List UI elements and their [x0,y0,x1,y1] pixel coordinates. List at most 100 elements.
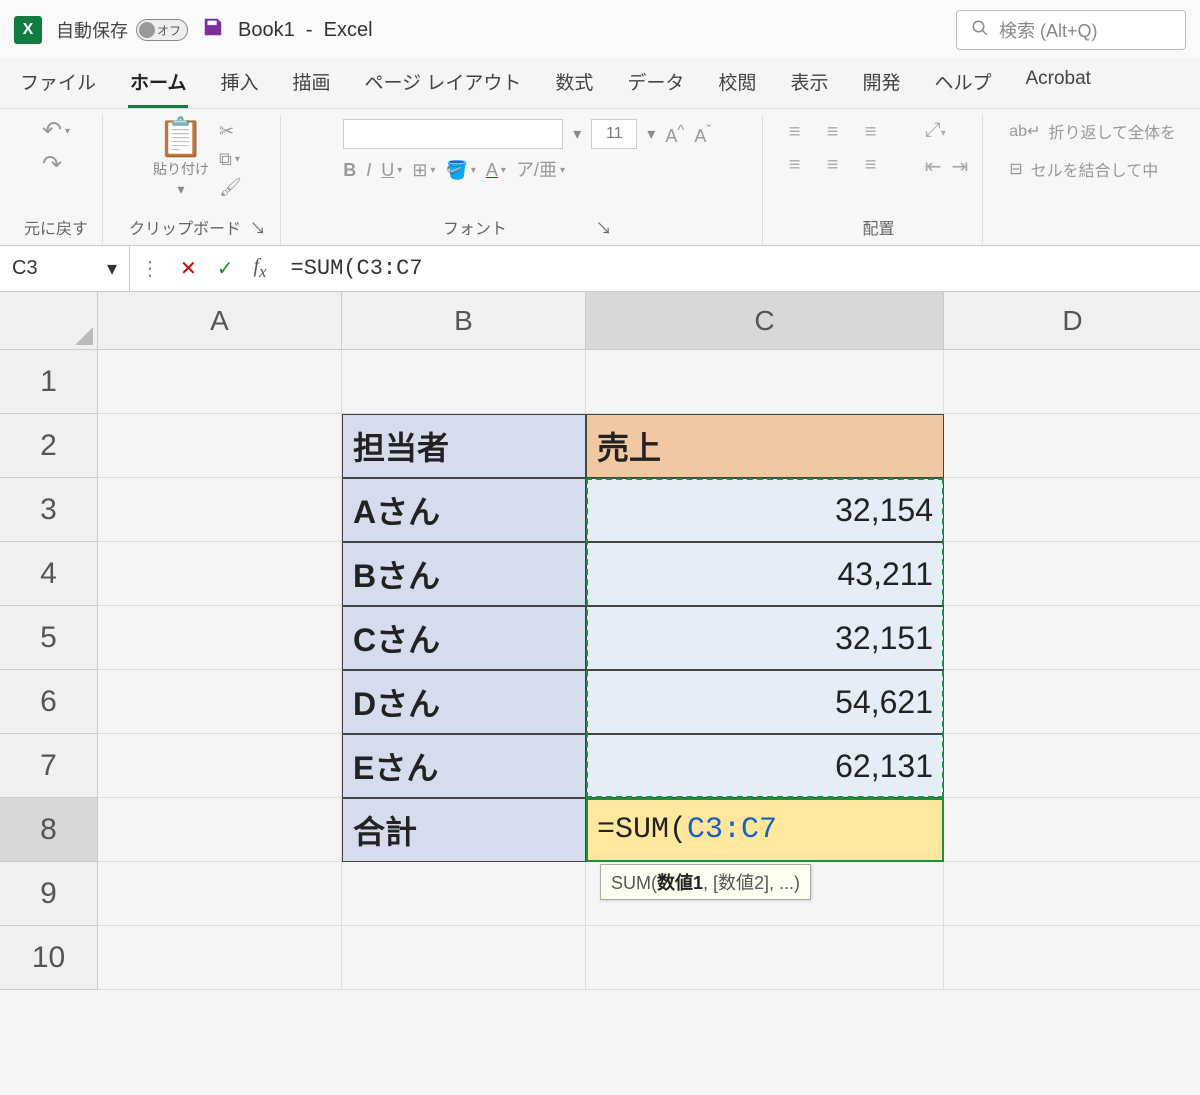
cell[interactable] [586,350,944,414]
italic-button[interactable]: I [366,161,371,179]
tab-insert[interactable]: 挿入 [218,64,260,108]
row-header-7[interactable]: 7 [0,734,98,798]
align-center-button[interactable]: ≡ [827,154,855,177]
cell[interactable] [944,542,1200,606]
column-header-D[interactable]: D [944,292,1200,350]
name-box[interactable]: C3 ▾ [0,246,130,291]
cell[interactable] [98,670,342,734]
undo-button[interactable]: ↶▾ [42,119,70,143]
cell[interactable]: Cさん [342,606,586,670]
cell[interactable] [944,670,1200,734]
tab-file[interactable]: ファイル [18,64,98,108]
row-header-9[interactable]: 9 [0,862,98,926]
autosave-toggle[interactable]: 自動保存 オフ [56,17,188,43]
wrap-text-button[interactable]: ab↵ 折り返して全体を [1009,119,1176,143]
cell[interactable]: Aさん [342,478,586,542]
row-header-1[interactable]: 1 [0,350,98,414]
cell[interactable] [944,798,1200,862]
align-bottom-button[interactable]: ≡ [865,121,893,144]
tab-data[interactable]: データ [625,64,686,108]
insert-function-button[interactable]: fx [244,255,277,282]
cell[interactable]: 担当者 [342,414,586,478]
cell[interactable] [944,862,1200,926]
tab-home[interactable]: ホーム [128,64,188,108]
column-header-B[interactable]: B [342,292,586,350]
cell[interactable] [98,798,342,862]
enter-button[interactable]: ✓ [207,256,244,281]
decrease-font-button[interactable]: Aˇ [694,123,711,145]
chevron-down-icon[interactable]: ▾ [647,124,655,144]
cell[interactable] [944,606,1200,670]
tab-formulas[interactable]: 数式 [553,64,595,108]
font-name-select[interactable] [343,119,563,149]
cell[interactable]: 62,131 [586,734,944,798]
cut-button[interactable]: ✂ [219,122,242,140]
tab-developer[interactable]: 開発 [860,64,902,108]
tab-acrobat[interactable]: Acrobat [1023,64,1092,108]
cell[interactable] [342,350,586,414]
tab-view[interactable]: 表示 [788,64,830,108]
cell[interactable] [98,926,342,990]
cell[interactable]: 54,621 [586,670,944,734]
cell[interactable]: 32,154 [586,478,944,542]
merge-cells-button[interactable]: ⊟ セルを結合して中 [1009,157,1158,181]
row-header-3[interactable]: 3 [0,478,98,542]
fill-color-button[interactable]: 🪣▾ [445,161,475,179]
align-middle-button[interactable]: ≡ [827,121,855,144]
cell[interactable] [98,734,342,798]
tab-review[interactable]: 校閲 [716,64,758,108]
column-header-C[interactable]: C [586,292,944,350]
cell[interactable] [944,734,1200,798]
cell[interactable] [98,350,342,414]
cell[interactable] [944,478,1200,542]
increase-indent-button[interactable]: ⇥ [952,154,969,179]
cell[interactable] [342,862,586,926]
cell[interactable] [98,862,342,926]
cell[interactable] [944,414,1200,478]
column-header-A[interactable]: A [98,292,342,350]
cell[interactable]: 売上 [586,414,944,478]
cell[interactable] [342,926,586,990]
font-size-select[interactable]: 11 [591,119,637,149]
copy-button[interactable]: ⧉▾ [219,150,242,168]
tab-help[interactable]: ヘルプ [932,64,993,108]
decrease-indent-button[interactable]: ⇤ [925,154,942,179]
redo-button[interactable]: ↷ [42,153,62,177]
row-header-6[interactable]: 6 [0,670,98,734]
cell[interactable]: Eさん [342,734,586,798]
cell[interactable]: 合計 [342,798,586,862]
chevron-down-icon[interactable]: ▾ [107,256,117,281]
cell[interactable] [98,542,342,606]
cell[interactable] [98,606,342,670]
save-icon[interactable] [202,16,224,44]
cell[interactable] [98,414,342,478]
align-right-button[interactable]: ≡ [865,154,893,177]
align-left-button[interactable]: ≡ [789,154,817,177]
autosave-switch-icon[interactable]: オフ [136,19,188,41]
cell[interactable] [98,478,342,542]
format-painter-button[interactable]: 🖌 [219,178,242,196]
search-input[interactable]: 検索 (Alt+Q) [956,10,1186,50]
cell[interactable]: 32,151 [586,606,944,670]
row-header-10[interactable]: 10 [0,926,98,990]
cell[interactable]: Bさん [342,542,586,606]
tab-draw[interactable]: 描画 [290,64,332,108]
row-header-8[interactable]: 8 [0,798,98,862]
cell[interactable] [944,926,1200,990]
cell[interactable] [944,350,1200,414]
cell[interactable]: 43,211 [586,542,944,606]
select-all-corner[interactable] [0,292,98,350]
paste-button[interactable]: 📋 貼り付け ▾ [153,119,209,198]
phonetic-button[interactable]: ア/亜▾ [516,161,565,179]
cell[interactable] [586,926,944,990]
tab-page-layout[interactable]: ページ レイアウト [362,64,523,108]
chevron-down-icon[interactable]: ▾ [573,124,581,144]
bold-button[interactable]: B [343,161,356,179]
row-header-4[interactable]: 4 [0,542,98,606]
cancel-button[interactable]: ✕ [170,256,207,281]
align-top-button[interactable]: ≡ [789,121,817,144]
borders-button[interactable]: ⊞▾ [412,161,435,179]
font-color-button[interactable]: A▾ [486,161,506,179]
increase-font-button[interactable]: A^ [665,123,684,145]
cell[interactable]: Dさん [342,670,586,734]
